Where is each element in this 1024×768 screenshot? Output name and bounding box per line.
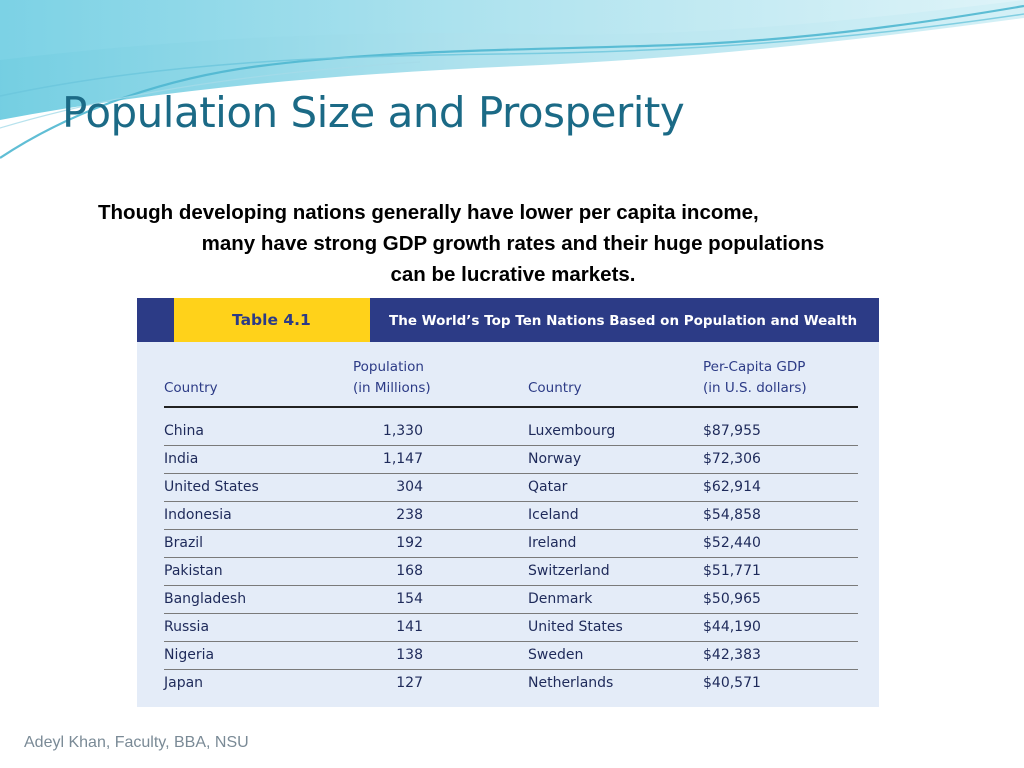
subtitle-line: can be lucrative markets. — [390, 263, 636, 286]
slide-title: Population Size and Prosperity — [62, 88, 685, 137]
cell-population: 192 — [396, 535, 423, 551]
subtitle-line: many have strong GDP growth rates and th… — [201, 232, 825, 255]
column-header-line: Per-Capita GDP — [703, 359, 806, 375]
column-header-line: (in U.S. dollars) — [703, 380, 807, 396]
cell-gdp: $51,771 — [703, 563, 761, 579]
cell-population: 304 — [396, 479, 423, 495]
cell-country-gdp: Denmark — [528, 591, 593, 607]
cell-population: 1,147 — [382, 451, 423, 467]
cell-population: 141 — [396, 619, 423, 635]
data-table: Table 4.1 The World’s Top Ten Nations Ba… — [137, 298, 879, 707]
table-row: India 1,147 Norway $72,306 — [164, 446, 858, 474]
column-header-gdp: Per-Capita GDP (in U.S. dollars) — [703, 357, 807, 399]
cell-population: 138 — [396, 647, 423, 663]
cell-gdp: $52,440 — [703, 535, 761, 551]
cell-country: Pakistan — [164, 563, 223, 579]
table-row: Indonesia 238 Iceland $54,858 — [164, 502, 858, 530]
cell-population: 154 — [396, 591, 423, 607]
cell-country-gdp: Switzerland — [528, 563, 610, 579]
cell-population: 238 — [396, 507, 423, 523]
table-caption: The World’s Top Ten Nations Based on Pop… — [389, 313, 858, 329]
column-header-population: Population (in Millions) — [353, 357, 431, 399]
subtitle-line: Though developing nations generally have… — [98, 201, 759, 224]
column-header-country-gdp: Country — [528, 380, 582, 396]
cell-country: Russia — [164, 619, 210, 635]
slide-footer: Adeyl Khan, Faculty, BBA, NSU — [24, 734, 249, 751]
cell-population: 168 — [396, 563, 423, 579]
table-row: United States 304 Qatar $62,914 — [164, 474, 858, 502]
cell-country-gdp: Ireland — [528, 535, 577, 551]
cell-gdp: $44,190 — [703, 619, 761, 635]
cell-gdp: $54,858 — [703, 507, 761, 523]
cell-country: Japan — [164, 675, 204, 691]
cell-gdp: $42,383 — [703, 647, 761, 663]
table-row: Pakistan 168 Switzerland $51,771 — [164, 558, 858, 586]
cell-country: Brazil — [164, 535, 204, 551]
cell-country-gdp: Netherlands — [528, 675, 614, 691]
cell-country-gdp: Norway — [528, 451, 582, 467]
table-row: Japan 127 Netherlands $40,571 — [164, 670, 858, 698]
table-header-band: Table 4.1 The World’s Top Ten Nations Ba… — [137, 298, 879, 342]
cell-country: Bangladesh — [164, 591, 247, 607]
column-header-line: (in Millions) — [353, 380, 431, 396]
decorative-waves — [0, 0, 1024, 159]
cell-country: United States — [164, 479, 259, 495]
cell-country-gdp: United States — [528, 619, 623, 635]
table-row: Bangladesh 154 Denmark $50,965 — [164, 586, 858, 614]
header-rule — [164, 406, 858, 408]
cell-population: 127 — [396, 675, 423, 691]
table-row: China 1,330 Luxembourg $87,955 — [164, 418, 858, 446]
cell-country-gdp: Sweden — [528, 647, 584, 663]
cell-country: Indonesia — [164, 507, 232, 523]
table-row: Russia 141 United States $44,190 — [164, 614, 858, 642]
cell-country: China — [164, 423, 204, 439]
cell-gdp: $62,914 — [703, 479, 761, 495]
cell-country-gdp: Iceland — [528, 507, 579, 523]
table-label: Table 4.1 — [174, 298, 370, 342]
column-header-country: Country — [164, 380, 218, 396]
cell-gdp: $50,965 — [703, 591, 761, 607]
table-row: Nigeria 138 Sweden $42,383 — [164, 642, 858, 670]
cell-gdp: $72,306 — [703, 451, 761, 467]
slide-subtitle: Though developing nations generally have… — [98, 197, 928, 290]
table-row: Brazil 192 Ireland $52,440 — [164, 530, 858, 558]
cell-population: 1,330 — [382, 423, 423, 439]
cell-gdp: $87,955 — [703, 423, 761, 439]
cell-country: India — [164, 451, 199, 467]
cell-country-gdp: Luxembourg — [528, 423, 616, 439]
column-header-line: Population — [353, 359, 424, 375]
cell-country-gdp: Qatar — [528, 479, 568, 495]
cell-gdp: $40,571 — [703, 675, 761, 691]
cell-country: Nigeria — [164, 647, 215, 663]
